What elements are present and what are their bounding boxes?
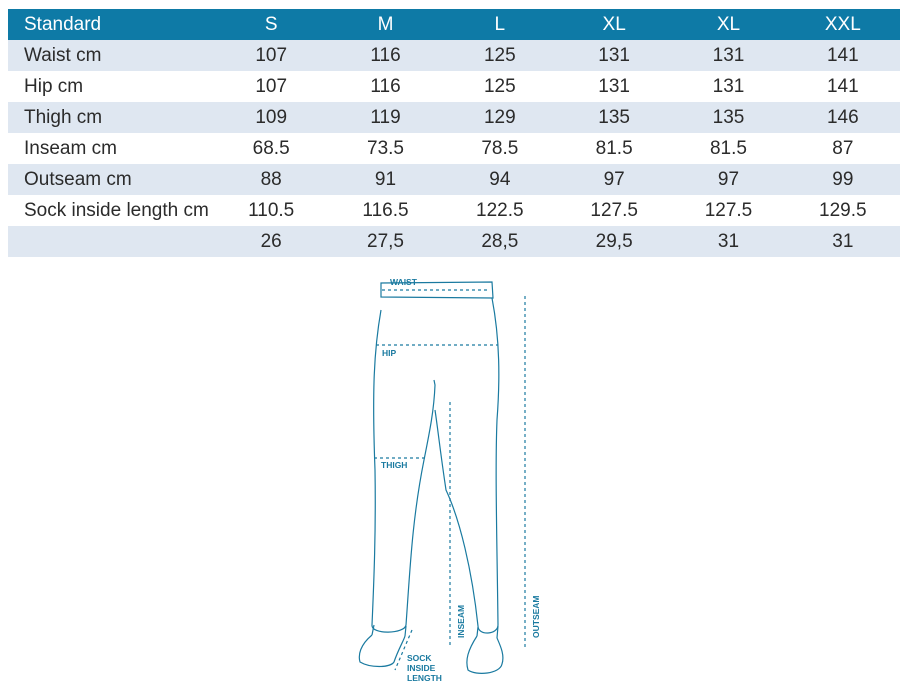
size-value: 87 bbox=[832, 137, 854, 159]
size-value: 141 bbox=[826, 75, 859, 97]
measurement-lines bbox=[374, 289, 526, 671]
table-header-row: Standard S M L XL XL XXL bbox=[8, 9, 900, 40]
table-row: Hip cm 107 116 125 131 131 141 bbox=[8, 71, 900, 102]
header-size: XXL bbox=[785, 9, 900, 40]
size-value: 107 bbox=[255, 75, 288, 97]
size-value: 131 bbox=[671, 40, 786, 71]
header-size: XL bbox=[556, 9, 672, 40]
table-row: Inseam cm 68.5 73.5 78.5 81.5 81.5 87 bbox=[8, 133, 900, 164]
header-size: S bbox=[214, 9, 329, 40]
size-value: 127.5 bbox=[704, 199, 753, 221]
row-label: Hip cm bbox=[24, 75, 84, 97]
size-value: 116.5 bbox=[362, 199, 409, 221]
table-row: 26 27,5 28,5 29,5 31 31 bbox=[8, 226, 900, 257]
size-value: 141 bbox=[785, 40, 900, 71]
header-size: M bbox=[328, 9, 443, 40]
size-value: 81.5 bbox=[709, 137, 747, 159]
size-value: 131 bbox=[556, 40, 672, 71]
size-value: 129 bbox=[442, 102, 557, 133]
row-label: Waist cm bbox=[8, 40, 214, 71]
size-value: 29,5 bbox=[556, 226, 672, 257]
size-value: 27,5 bbox=[328, 226, 443, 257]
size-value: 97 bbox=[556, 164, 672, 195]
size-value: 68.5 bbox=[252, 137, 290, 159]
size-value: 125 bbox=[442, 40, 557, 71]
size-value: 119 bbox=[328, 102, 443, 133]
table-row: Sock inside length cm 110.5 116.5 122.5 127.… bbox=[8, 195, 900, 226]
size-value: 81.5 bbox=[595, 137, 633, 159]
outseam-label: OUTSEAM bbox=[531, 596, 541, 639]
row-label: Thigh cm bbox=[8, 102, 214, 133]
size-value: 91 bbox=[328, 164, 443, 195]
hip-label: HIP bbox=[382, 348, 397, 358]
size-value: 107 bbox=[214, 40, 329, 71]
table-row: Waist cm 107 116 125 131 131 141 bbox=[8, 40, 900, 71]
row-label: Outseam cm bbox=[8, 164, 214, 195]
size-value: 109 bbox=[214, 102, 329, 133]
size-value: 129.5 bbox=[819, 199, 867, 221]
size-value: 99 bbox=[785, 164, 900, 195]
inseam-label: INSEAM bbox=[456, 605, 466, 638]
size-value: 97 bbox=[671, 164, 786, 195]
size-value: 122.5 bbox=[476, 199, 524, 221]
table-row: Outseam cm 88 91 94 97 97 99 bbox=[8, 164, 900, 195]
sock-label-line2: INSIDE bbox=[407, 663, 436, 673]
waist-label: WAIST bbox=[390, 277, 418, 287]
size-value: 135 bbox=[556, 102, 672, 133]
size-value: 94 bbox=[442, 164, 557, 195]
row-label bbox=[8, 226, 214, 257]
size-value: 116 bbox=[328, 40, 443, 71]
size-chart-table: Standard S M L XL XL XXL Waist cm 107 116 125 131 1… bbox=[8, 9, 900, 257]
size-value: 127.5 bbox=[590, 199, 638, 221]
pants-measurement-diagram: WAIST HIP THIGH INSEAM OUTSEAM SOCK INSI… bbox=[358, 277, 541, 683]
size-value: 88 bbox=[214, 164, 329, 195]
size-value: 26 bbox=[214, 226, 329, 257]
size-value: 78.5 bbox=[481, 137, 519, 159]
sock-label-line1: SOCK bbox=[407, 653, 432, 663]
size-value: 131 bbox=[712, 75, 745, 97]
size-value: 28,5 bbox=[442, 226, 557, 257]
header-standard: Standard bbox=[8, 9, 214, 40]
size-value: 131 bbox=[598, 75, 630, 97]
size-value: 116 bbox=[370, 75, 401, 97]
row-label: Sock inside length cm bbox=[24, 199, 209, 221]
size-value: 135 bbox=[671, 102, 786, 133]
size-value: 146 bbox=[785, 102, 900, 133]
header-size: L bbox=[442, 9, 557, 40]
table-row: Thigh cm 109 119 129 135 135 146 bbox=[8, 102, 900, 133]
size-value: 31 bbox=[785, 226, 900, 257]
row-label: Inseam cm bbox=[24, 137, 117, 159]
size-value: 73.5 bbox=[367, 137, 404, 159]
header-size: XL bbox=[671, 9, 786, 40]
pants-outline bbox=[358, 281, 504, 674]
size-value: 110.5 bbox=[248, 199, 295, 221]
thigh-label: THIGH bbox=[381, 460, 407, 470]
sock-label-line3: LENGTH bbox=[407, 673, 442, 683]
size-value: 31 bbox=[671, 226, 786, 257]
size-value: 125 bbox=[483, 75, 516, 97]
